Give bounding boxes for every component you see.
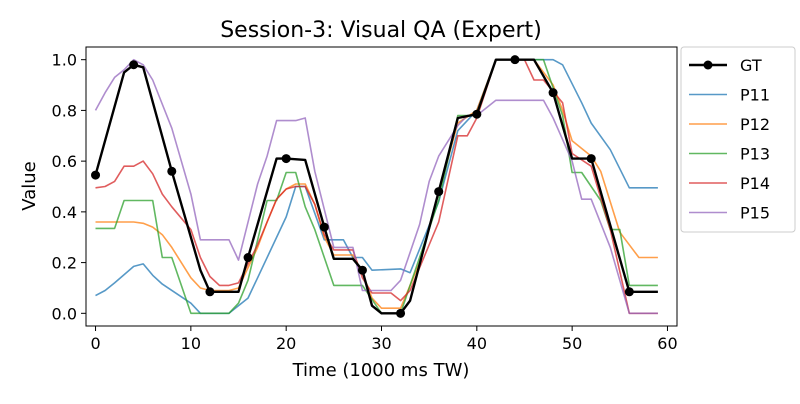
chart-title: Session-3: Visual QA (Expert) xyxy=(220,18,542,43)
x-tick-label: 40 xyxy=(467,334,487,353)
legend-marker-gt xyxy=(703,60,713,70)
y-tick-label: 0.6 xyxy=(52,152,77,171)
x-tick-label: 20 xyxy=(276,334,296,353)
gt-marker-point-0 xyxy=(91,170,101,180)
y-tick-label: 0.0 xyxy=(52,304,77,323)
legend: GT P11 P12 P13 P14 P15 xyxy=(680,46,796,233)
x-axis-label: Time (1000 ms TW) xyxy=(292,360,470,381)
gt-marker-point-5 xyxy=(281,154,291,164)
y-tick-label: 0.8 xyxy=(52,101,77,120)
x-tick-label: 60 xyxy=(657,334,677,353)
axes: 0 10 20 30 40 50 60 0.0 0.2 0.4 0.6 0.8 1.0 xyxy=(52,46,678,353)
series-line-p14 xyxy=(95,58,658,315)
gt-marker-point-4 xyxy=(243,253,253,263)
series-line-p15 xyxy=(94,58,658,315)
legend-label-p11: P11 xyxy=(740,86,770,105)
gt-marker-point-8 xyxy=(396,308,406,318)
gt-marker-point-13 xyxy=(586,154,596,164)
gt-marker-point-11 xyxy=(510,55,520,65)
gt-marker-point-3 xyxy=(205,287,215,297)
plot-area xyxy=(91,55,658,318)
gt-marker-point-2 xyxy=(167,166,177,176)
y-tick-label: 0.2 xyxy=(52,254,77,273)
x-tick-label: 30 xyxy=(371,334,391,353)
gt-marker-point-10 xyxy=(472,109,482,119)
x-tick-label: 0 xyxy=(90,334,100,353)
legend-label-p15: P15 xyxy=(740,204,770,223)
axes-frame xyxy=(85,46,678,327)
legend-box xyxy=(680,46,796,233)
legend-label-gt: GT xyxy=(740,56,762,75)
gt-marker-point-6 xyxy=(319,222,329,232)
x-tick-label: 50 xyxy=(562,334,582,353)
legend-label-p12: P12 xyxy=(740,115,770,134)
legend-label-p14: P14 xyxy=(740,174,770,193)
series-line-p11 xyxy=(95,58,658,315)
y-tick-label: 1.0 xyxy=(52,51,77,70)
gt-marker-point-12 xyxy=(548,88,558,98)
series-group xyxy=(91,55,658,318)
series-line-p13 xyxy=(95,58,658,315)
x-tick-label: 10 xyxy=(181,334,201,353)
legend-label-p13: P13 xyxy=(740,145,770,164)
gt-marker-point-14 xyxy=(624,287,634,297)
y-tick-label: 0.4 xyxy=(52,203,77,222)
gt-marker-point-7 xyxy=(357,265,367,275)
gt-marker-point-9 xyxy=(434,187,444,197)
series-line-gt xyxy=(94,58,658,315)
gt-marker-point-1 xyxy=(129,60,139,70)
y-axis-label: Value xyxy=(19,161,40,210)
series-line-p12 xyxy=(95,58,658,310)
